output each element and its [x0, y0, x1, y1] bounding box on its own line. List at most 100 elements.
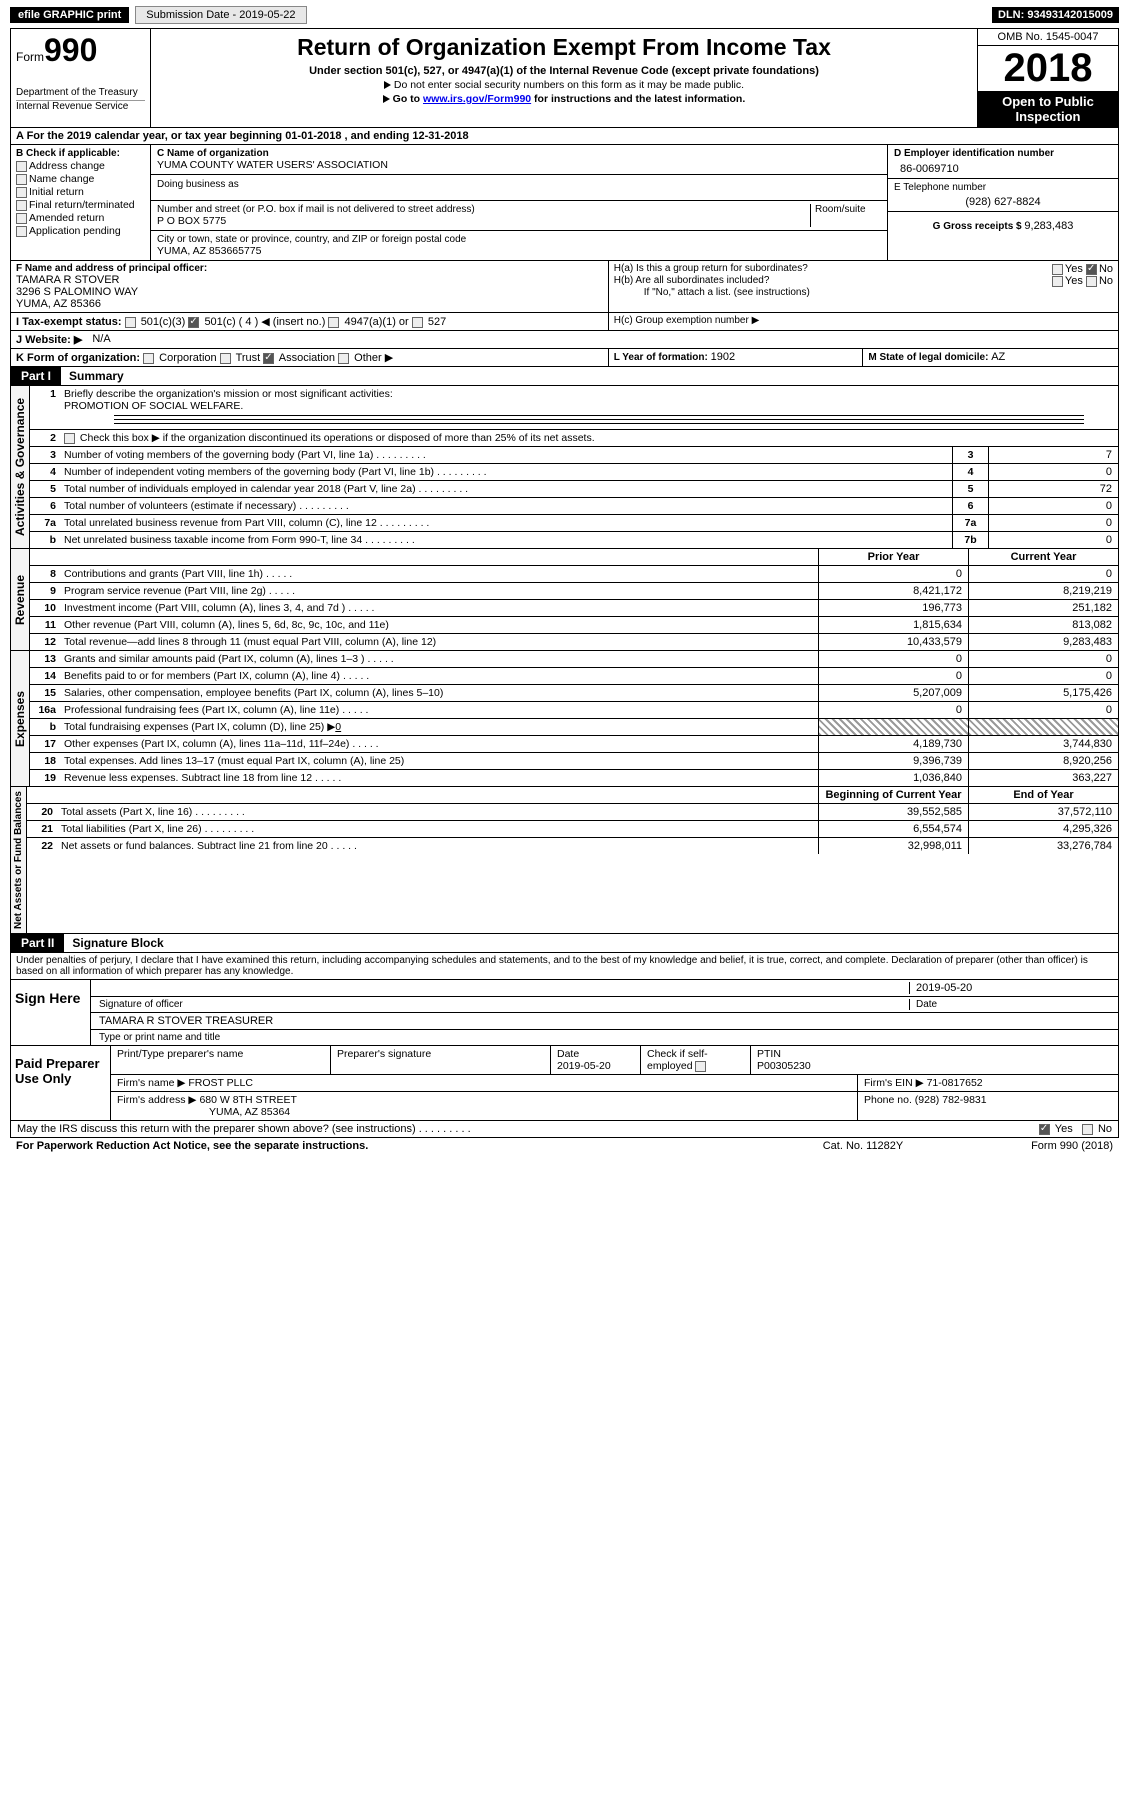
- row-a: A For the 2019 calendar year, or tax yea…: [10, 128, 1119, 145]
- firm-name: FROST PLLC: [188, 1077, 253, 1089]
- arrow-icon: [384, 81, 391, 89]
- part1-num: Part I: [11, 367, 61, 385]
- vert-ag: Activities & Governance: [11, 386, 30, 548]
- form-header: Form990 Department of the Treasury Inter…: [10, 28, 1119, 128]
- v4: 0: [988, 464, 1118, 480]
- efile-label: efile GRAPHIC print: [10, 7, 129, 23]
- irs: Internal Revenue Service: [16, 100, 145, 112]
- discuss-q: May the IRS discuss this return with the…: [17, 1123, 1039, 1135]
- submission-date: Submission Date - 2019-05-22: [135, 6, 306, 24]
- checkbox-icon[interactable]: [125, 317, 136, 328]
- checkbox-icon[interactable]: [64, 433, 75, 444]
- g-lbl: G Gross receipts $: [933, 221, 1025, 232]
- checkbox-icon[interactable]: [695, 1061, 706, 1072]
- sig-off-lbl: Signature of officer: [99, 999, 910, 1010]
- form-id: Form990: [16, 32, 145, 69]
- addr-lbl: Number and street (or P.O. box if mail i…: [157, 204, 806, 215]
- e-lbl: E Telephone number: [894, 182, 1112, 193]
- sign-block: Sign Here 2019-05-20 Signature of office…: [10, 980, 1119, 1046]
- checkbox-icon[interactable]: [16, 187, 27, 198]
- d-lbl: D Employer identification number: [894, 148, 1112, 159]
- addr: P O BOX 5775: [157, 215, 806, 227]
- block-bc: B Check if applicable: Address change Na…: [10, 145, 1119, 261]
- penalty-text: Under penalties of perjury, I declare th…: [10, 953, 1119, 980]
- sig-date: 2019-05-20: [910, 982, 1110, 994]
- section-exp: Expenses 13Grants and similar amounts pa…: [10, 651, 1119, 787]
- part1-title: Summary: [61, 367, 132, 385]
- subtitle: Under section 501(c), 527, or 4947(a)(1)…: [156, 65, 972, 77]
- checkbox-icon[interactable]: [16, 161, 27, 172]
- v7b: 0: [988, 532, 1118, 548]
- paid-preparer: Paid Preparer Use Only Print/Type prepar…: [10, 1046, 1119, 1121]
- checkbox-icon[interactable]: [1086, 276, 1097, 287]
- open-inspection: Open to Public Inspection: [978, 91, 1118, 127]
- firm-phone: (928) 782-9831: [915, 1094, 987, 1106]
- dln: DLN: 93493142015009: [992, 7, 1119, 23]
- omb: OMB No. 1545-0047: [978, 29, 1118, 46]
- cy-hdr: Current Year: [968, 549, 1118, 565]
- checkbox-icon[interactable]: [412, 317, 423, 328]
- phone: (928) 627-8824: [894, 193, 1112, 208]
- gross-receipts: 9,283,483: [1024, 220, 1073, 232]
- f-lbl: F Name and address of principal officer:: [16, 263, 603, 274]
- officer-name: TAMARA R STOVER: [16, 274, 603, 286]
- vert-exp: Expenses: [11, 651, 30, 786]
- ey-hdr: End of Year: [968, 787, 1118, 803]
- date-lbl: Date: [910, 999, 1110, 1010]
- part2-title: Signature Block: [64, 934, 171, 952]
- firm-addr: 680 W 8TH STREET: [199, 1094, 296, 1106]
- hb: H(b) Are all subordinates included?: [614, 275, 1052, 287]
- checkbox-icon[interactable]: [16, 213, 27, 224]
- v7a: 0: [988, 515, 1118, 531]
- row-j: J Website: ▶ N/A: [10, 331, 1119, 349]
- sign-here: Sign Here: [11, 980, 91, 1045]
- checkbox-icon[interactable]: [16, 200, 27, 211]
- room-lbl: Room/suite: [811, 204, 881, 227]
- checkbox-icon[interactable]: [16, 226, 27, 237]
- v5: 72: [988, 481, 1118, 497]
- checkbox-checked-icon[interactable]: [1039, 1124, 1050, 1135]
- form-label: Form: [16, 50, 44, 64]
- py-hdr: Prior Year: [818, 549, 968, 565]
- foot-form: Form 990 (2018): [963, 1140, 1113, 1152]
- part2-header: Part II Signature Block: [10, 934, 1119, 953]
- row-klm: K Form of organization: Corporation Trus…: [10, 349, 1119, 367]
- c-name-lbl: C Name of organization: [157, 148, 881, 159]
- city: YUMA, AZ 853665775: [157, 245, 881, 257]
- hc: H(c) Group exemption number ▶: [609, 313, 1118, 330]
- form-title: Return of Organization Exempt From Incom…: [156, 34, 972, 61]
- officer-sig-name: TAMARA R STOVER TREASURER: [99, 1015, 273, 1027]
- ha: H(a) Is this a group return for subordin…: [614, 263, 1052, 275]
- checkbox-icon[interactable]: [143, 353, 154, 364]
- row-i: I Tax-exempt status: 501(c)(3) 501(c) ( …: [10, 313, 1119, 331]
- checkbox-icon[interactable]: [220, 353, 231, 364]
- section-rev: Revenue Prior YearCurrent Year 8Contribu…: [10, 549, 1119, 651]
- checkbox-icon[interactable]: [16, 174, 27, 185]
- paid-lbl: Paid Preparer Use Only: [11, 1046, 111, 1120]
- officer-addr2: YUMA, AZ 85366: [16, 298, 603, 310]
- k-lbl: K Form of organization:: [16, 352, 140, 364]
- top-bar: efile GRAPHIC print Submission Date - 20…: [10, 6, 1119, 24]
- checkbox-checked-icon[interactable]: [188, 317, 199, 328]
- hatched-cell: [818, 719, 968, 735]
- firm-ein: 71-0817652: [927, 1077, 983, 1089]
- vert-rev: Revenue: [11, 549, 30, 650]
- officer-addr1: 3296 S PALOMINO WAY: [16, 286, 603, 298]
- checkbox-icon[interactable]: [1082, 1124, 1093, 1135]
- fundraising-val: 0: [335, 721, 341, 733]
- checkbox-checked-icon[interactable]: [263, 353, 274, 364]
- vert-na: Net Assets or Fund Balances: [11, 787, 27, 933]
- checkbox-icon[interactable]: [328, 317, 339, 328]
- checkbox-icon[interactable]: [1052, 264, 1063, 275]
- checkbox-icon[interactable]: [338, 353, 349, 364]
- mission: PROMOTION OF SOCIAL WELFARE.: [64, 400, 243, 412]
- checkbox-checked-icon[interactable]: [1086, 264, 1097, 275]
- part2-num: Part II: [11, 934, 64, 952]
- v3: 7: [988, 447, 1118, 463]
- city-lbl: City or town, state or province, country…: [157, 234, 881, 245]
- note-ssn: Do not enter social security numbers on …: [394, 79, 744, 91]
- irs-link[interactable]: www.irs.gov/Form990: [423, 93, 531, 105]
- box-b-title: B Check if applicable:: [16, 148, 145, 159]
- checkbox-icon[interactable]: [1052, 276, 1063, 287]
- website: N/A: [87, 331, 115, 348]
